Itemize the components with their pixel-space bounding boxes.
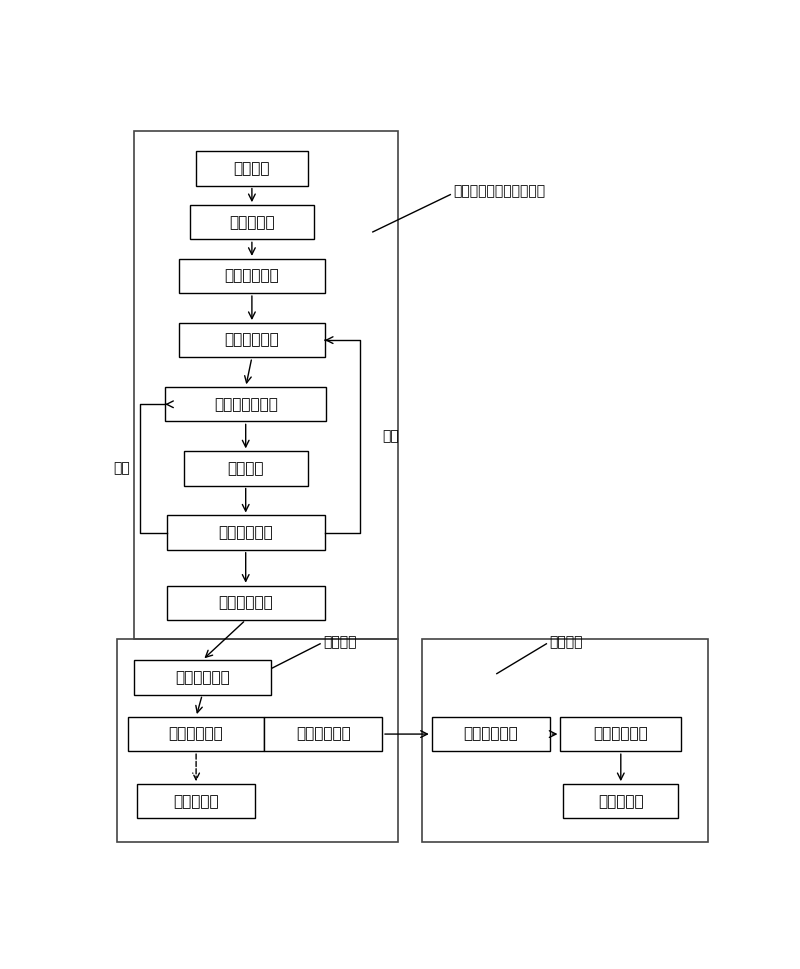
- Text: 数字信号分析: 数字信号分析: [169, 727, 223, 741]
- Bar: [166, 585, 325, 620]
- Text: 数字信号: 数字信号: [227, 461, 264, 476]
- Bar: [560, 717, 682, 751]
- Bar: [134, 131, 398, 639]
- Text: 显示导航波: 显示导航波: [174, 794, 219, 809]
- Bar: [128, 717, 264, 751]
- Bar: [190, 205, 314, 239]
- Text: 数字信号处理: 数字信号处理: [218, 525, 273, 540]
- Text: 差分电压信号: 差分电压信号: [225, 268, 279, 284]
- Bar: [563, 784, 678, 819]
- Bar: [422, 639, 708, 841]
- Text: 气压信号: 气压信号: [234, 161, 270, 176]
- Text: 呼吸信号数字化采集设备: 呼吸信号数字化采集设备: [454, 184, 546, 198]
- Bar: [118, 639, 398, 841]
- Bar: [166, 516, 325, 549]
- Bar: [432, 717, 550, 751]
- Bar: [184, 452, 308, 485]
- Text: 反馈: 反馈: [382, 429, 399, 444]
- Bar: [165, 388, 326, 422]
- Text: 本地电脑: 本地电脑: [323, 636, 357, 649]
- Text: 网络数据输出: 网络数据输出: [296, 727, 350, 741]
- Text: 显示导航波: 显示导航波: [598, 794, 644, 809]
- Text: 串行总线输出: 串行总线输出: [218, 595, 273, 610]
- Bar: [264, 717, 382, 751]
- Text: 数字信号分析: 数字信号分析: [594, 727, 648, 741]
- Text: 串行总线输入: 串行总线输入: [175, 670, 230, 685]
- Text: 自动增益控制: 自动增益控制: [225, 332, 279, 348]
- Text: 模拟数字转换器: 模拟数字转换器: [214, 396, 278, 412]
- Text: 压力传感器: 压力传感器: [229, 215, 274, 230]
- Bar: [179, 259, 325, 293]
- Text: 远端电脑: 远端电脑: [550, 636, 583, 649]
- Bar: [134, 660, 270, 695]
- Text: 网络数据输入: 网络数据输入: [463, 727, 518, 741]
- Bar: [196, 151, 308, 186]
- Text: 反馈: 反馈: [114, 461, 130, 476]
- Bar: [179, 323, 325, 358]
- Bar: [138, 784, 255, 819]
